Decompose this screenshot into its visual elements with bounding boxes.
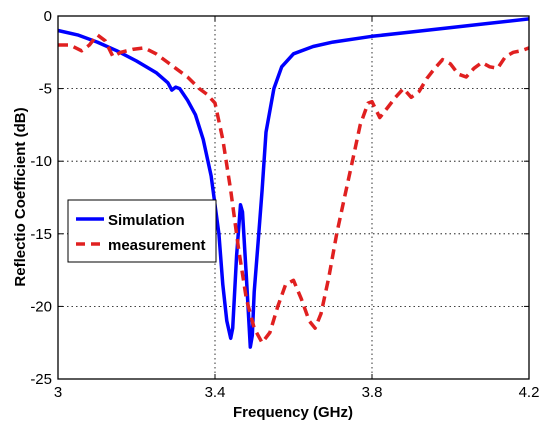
plot-area-frame xyxy=(57,15,530,380)
x-tick-label: 3 xyxy=(54,384,62,401)
legend-measurement-label: measurement xyxy=(108,237,206,254)
x-tick-label: 3.4 xyxy=(205,384,226,401)
grid xyxy=(58,16,529,379)
legend-simulation-label: Simulation xyxy=(108,212,185,229)
x-tick-label: 4.2 xyxy=(519,384,540,401)
series-layer xyxy=(57,17,530,349)
series-line-measurement xyxy=(58,33,530,345)
y-tick-label: -10 xyxy=(30,153,52,170)
axis-ticks: 3 3.4 3.8 4.2 0 -5 -10 -15 -20 -25 xyxy=(30,8,539,401)
y-tick-label: -25 xyxy=(30,371,52,388)
series-line-simulation xyxy=(57,17,530,349)
x-axis-label: Frequency (GHz) xyxy=(233,404,353,421)
y-tick-label: -20 xyxy=(30,298,52,315)
legend: Simulation measurement xyxy=(67,199,217,263)
legend-box xyxy=(67,199,217,263)
y-tick-label: 0 xyxy=(44,8,52,25)
x-tick-label: 3.8 xyxy=(362,384,383,401)
y-tick-label: -15 xyxy=(30,226,52,243)
y-tick-label: -5 xyxy=(39,81,52,98)
y-axis-label: Reflectio Coefficient (dB) xyxy=(12,107,29,286)
